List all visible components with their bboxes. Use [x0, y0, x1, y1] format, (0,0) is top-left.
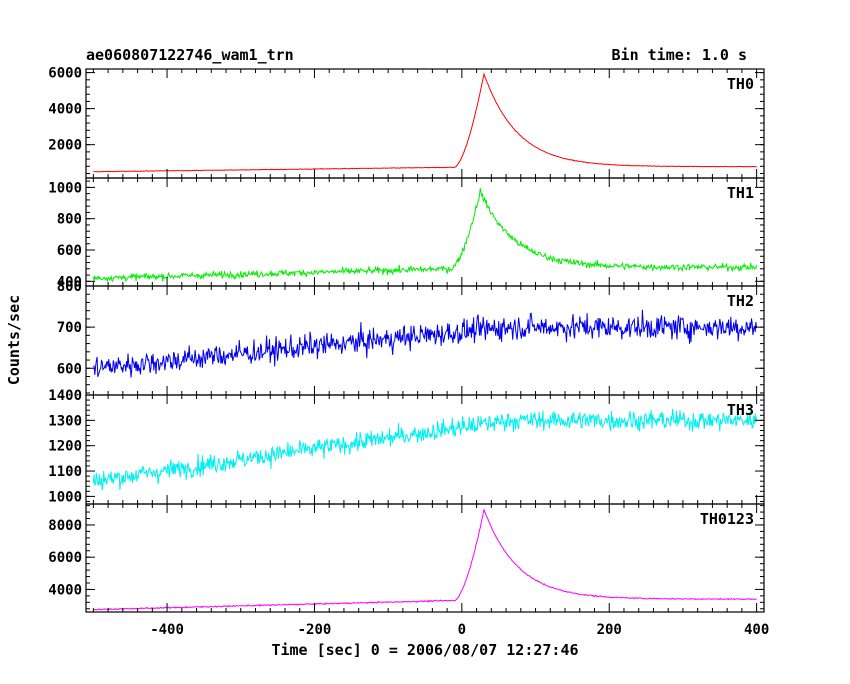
panel-label-th0: TH0 [727, 75, 754, 93]
x-tick-label: -400 [150, 622, 184, 638]
y-tick-label: 4000 [48, 582, 82, 598]
panel-frame-th0 [85, 68, 765, 179]
y-tick-label: 800 [57, 279, 82, 295]
y-tick-label: 8000 [48, 518, 82, 534]
y-tick-label: 800 [57, 212, 82, 228]
panel-frame-th2 [85, 285, 765, 396]
y-tick-label: 600 [57, 361, 82, 377]
y-tick-label: 4000 [48, 102, 82, 118]
series-line-th3 [92, 408, 758, 491]
panel-label-th3: TH3 [727, 401, 754, 419]
x-tick-label: -200 [298, 622, 332, 638]
y-tick-label: 700 [57, 320, 82, 336]
series-line-th1 [92, 188, 758, 283]
x-axis-label: Time [sec] 0 = 2006/08/07 12:27:46 [271, 641, 578, 659]
panel-label-th0123: TH0123 [700, 510, 754, 528]
y-tick-label: 600 [57, 243, 82, 259]
y-tick-label: 6000 [48, 66, 82, 82]
panel-frame-th0123 [85, 503, 765, 613]
x-tick-label: 200 [597, 622, 622, 638]
x-tick-label: 0 [458, 622, 466, 638]
y-tick-label: 6000 [48, 550, 82, 566]
panel-label-th2: TH2 [727, 292, 754, 310]
x-tick-label: 400 [744, 622, 769, 638]
panel-frame-th3 [85, 394, 765, 505]
y-tick-label: 1000 [48, 489, 82, 505]
chart-title: ae060807122746_wam1_trn [86, 46, 294, 64]
y-tick-label: 1100 [48, 464, 82, 480]
y-tick-label: 2000 [48, 138, 82, 154]
y-tick-label: 1000 [48, 180, 82, 196]
y-axis-label: Counts/sec [5, 295, 23, 385]
y-tick-label: 400 [57, 274, 82, 290]
series-line-th0 [93, 72, 757, 173]
y-tick-label: 1300 [48, 413, 82, 429]
y-tick-label: 1400 [48, 388, 82, 404]
panel-label-th1: TH1 [727, 184, 754, 202]
series-line-th0123 [93, 509, 757, 611]
y-tick-label: 1200 [48, 439, 82, 455]
panel-frame-th1 [85, 177, 765, 287]
series-line-th2 [93, 309, 758, 378]
bin-time-label: Bin time: 1.0 s [612, 46, 747, 64]
